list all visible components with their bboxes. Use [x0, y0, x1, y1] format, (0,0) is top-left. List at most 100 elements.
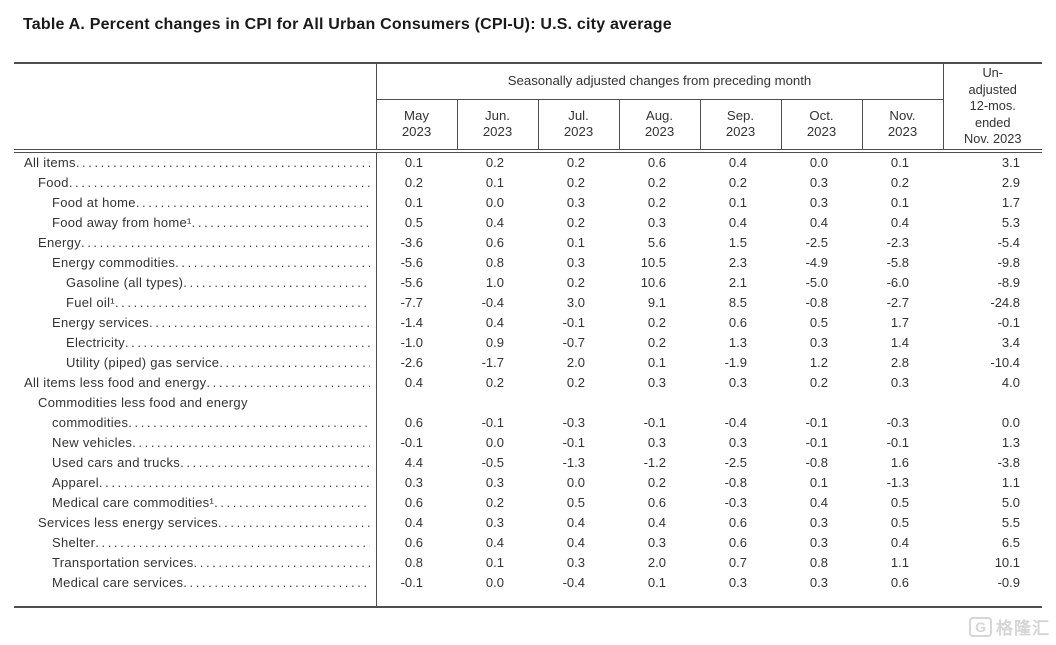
value-cell: 2.9	[1001, 175, 1020, 190]
dot-leader	[136, 193, 370, 213]
value-cell: 0.2	[728, 175, 747, 190]
value-cell: -0.1	[805, 415, 828, 430]
value-cell: 0.2	[647, 475, 666, 490]
table-header: Seasonally adjusted changes from precedi…	[14, 63, 1042, 153]
value-cell: 1.1	[890, 555, 909, 570]
row-label: Apparel	[14, 473, 377, 493]
value-cell: 2.3	[728, 255, 747, 270]
value-cell: 0.3	[566, 255, 585, 270]
value-cell: 0.1	[647, 355, 666, 370]
value-cell: 0.4	[647, 515, 666, 530]
value-cell: 4.0	[1001, 375, 1020, 390]
value-cell: 3.1	[1001, 155, 1020, 170]
value-cell: 0.6	[647, 155, 666, 170]
row-label: Food away from home¹	[14, 213, 377, 233]
value-cell: -0.3	[724, 495, 747, 510]
value-cell: -5.6	[400, 255, 423, 270]
value-cell: 5.6	[647, 235, 666, 250]
row-label: Gasoline (all types)	[14, 273, 377, 293]
dot-leader	[192, 213, 370, 233]
value-cell: 0.2	[566, 155, 585, 170]
column-header-oct-2023: Oct. 2023	[781, 99, 863, 153]
value-cell: 0.4	[728, 155, 747, 170]
table-row: Utility (piped) gas service -2.6 -1.7 2.0 0.…	[14, 353, 1042, 373]
value-cell: 0.3	[647, 535, 666, 550]
value-cell: 2.0	[647, 555, 666, 570]
spacer-row	[14, 593, 1042, 607]
value-cell: 0.1	[566, 235, 585, 250]
value-cell: 0.2	[647, 195, 666, 210]
value-cell: 0.1	[485, 555, 504, 570]
value-cell: -1.9	[724, 355, 747, 370]
value-cell: -8.9	[997, 275, 1020, 290]
value-cell: 0.2	[566, 275, 585, 290]
value-cell: 1.3	[728, 335, 747, 350]
value-cell: 0.2	[809, 375, 828, 390]
value-cell: -0.5	[481, 455, 504, 470]
value-cell: 2.0	[566, 355, 585, 370]
value-cell: 3.4	[1001, 335, 1020, 350]
value-cell: 2.1	[728, 275, 747, 290]
value-cell: -0.7	[562, 335, 585, 350]
value-cell: 10.6	[640, 275, 666, 290]
value-cell: 0.9	[485, 335, 504, 350]
value-cell: -6.0	[886, 275, 909, 290]
value-cell: -0.9	[997, 575, 1020, 590]
value-cell: -4.9	[805, 255, 828, 270]
value-cell: 0.2	[485, 155, 504, 170]
table-row: Medical care commodities¹ 0.6 0.2 0.5 0.6 -0.…	[14, 493, 1042, 513]
value-cell: 0.0	[485, 575, 504, 590]
value-cell: 3.0	[566, 295, 585, 310]
value-cell: -0.8	[724, 475, 747, 490]
value-cell: -0.1	[562, 315, 585, 330]
value-cell: 0.8	[809, 555, 828, 570]
value-cell: 0.3	[485, 475, 504, 490]
value-cell: 0.8	[404, 555, 423, 570]
value-cell: 6.5	[1001, 535, 1020, 550]
value-cell: 0.3	[647, 435, 666, 450]
value-cell: 1.6	[890, 455, 909, 470]
value-cell: 0.3	[566, 555, 585, 570]
value-cell: 0.4	[404, 375, 423, 390]
value-cell: 4.4	[404, 455, 423, 470]
value-cell: 0.4	[404, 515, 423, 530]
row-label: Utility (piped) gas service	[14, 353, 377, 373]
row-label: Transportation services	[14, 553, 377, 573]
value-cell: 0.5	[890, 515, 909, 530]
group-header: Seasonally adjusted changes from precedi…	[376, 63, 944, 100]
value-cell: 0.1	[647, 575, 666, 590]
value-cell: 0.2	[647, 315, 666, 330]
column-header-jun-2023: Jun. 2023	[457, 99, 539, 153]
value-cell: -1.2	[643, 455, 666, 470]
value-cell: 2.8	[890, 355, 909, 370]
row-label: Food at home	[14, 193, 377, 213]
dot-leader	[99, 473, 370, 493]
value-cell: 0.8	[485, 255, 504, 270]
value-cell: -0.1	[400, 575, 423, 590]
table-row: Food at home 0.1 0.0 0.3 0.2 0.1 0.3 0.1 1.7	[14, 193, 1042, 213]
table-row: Electricity -1.0 0.9 -0.7 0.2 1.3 0.3 1.4 3.4	[14, 333, 1042, 353]
value-cell: 0.1	[404, 155, 423, 170]
value-cell: 1.5	[728, 235, 747, 250]
value-cell: 9.1	[647, 295, 666, 310]
value-cell: -5.6	[400, 275, 423, 290]
value-cell: 0.4	[566, 535, 585, 550]
row-label: Energy services	[14, 313, 377, 333]
table-row: All items less food and energy 0.4 0.2 0.2 0…	[14, 373, 1042, 393]
value-cell: -0.3	[886, 415, 909, 430]
value-cell: 1.7	[1001, 195, 1020, 210]
table-row: New vehicles -0.1 0.0 -0.1 0.3 0.3 -0.1 -0.1 1.3	[14, 433, 1042, 453]
column-header-jul-2023: Jul. 2023	[538, 99, 620, 153]
value-cell: 0.7	[728, 555, 747, 570]
table-row: Energy commodities -5.6 0.8 0.3 10.5 2.3 -4.9 -…	[14, 253, 1042, 273]
value-cell: 0.4	[890, 535, 909, 550]
table-row: Fuel oil¹ -7.7 -0.4 3.0 9.1 8.5 -0.8 -2.7 -24.8	[14, 293, 1042, 313]
value-cell: -0.1	[643, 415, 666, 430]
value-cell: 10.1	[994, 555, 1020, 570]
value-cell: -1.7	[481, 355, 504, 370]
value-cell: -10.4	[990, 355, 1020, 370]
value-cell: -0.1	[805, 435, 828, 450]
value-cell: 0.4	[890, 215, 909, 230]
row-label: Energy	[14, 233, 377, 253]
value-cell: 0.3	[809, 335, 828, 350]
